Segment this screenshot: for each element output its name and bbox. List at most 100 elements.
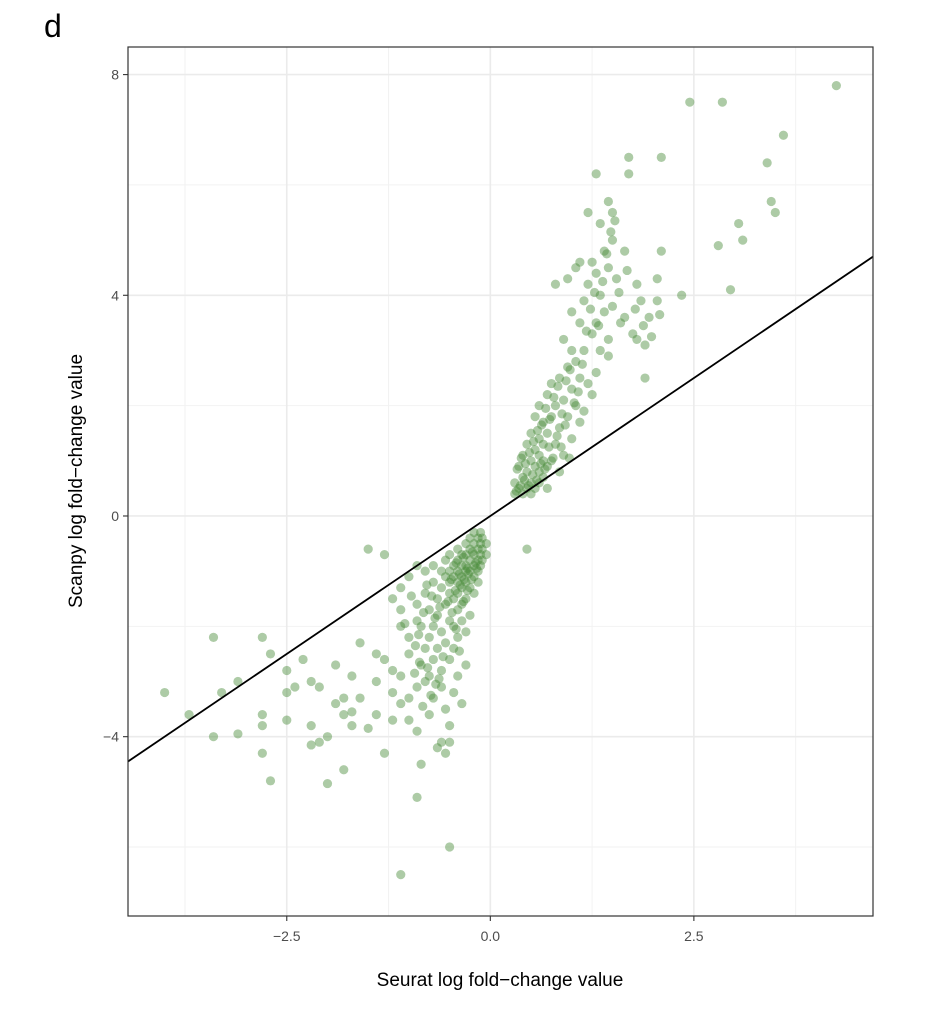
data-point <box>184 710 194 720</box>
data-point <box>257 710 267 720</box>
data-point <box>585 304 596 314</box>
data-point <box>538 439 548 449</box>
data-point <box>587 390 597 400</box>
data-point <box>339 693 349 703</box>
data-point <box>428 654 438 665</box>
data-point <box>457 550 467 560</box>
x-tick-label: 2.5 <box>684 928 704 944</box>
x-axis-ticks: −2.5 0.0 2.5 <box>273 916 704 944</box>
data-point <box>465 533 475 543</box>
data-point <box>537 420 547 430</box>
data-point <box>738 235 748 245</box>
data-point <box>339 710 349 720</box>
data-point <box>461 538 471 549</box>
data-point <box>465 555 475 565</box>
data-point <box>526 428 536 438</box>
data-point <box>477 555 487 565</box>
data-point <box>422 580 432 590</box>
plot-background <box>128 47 873 916</box>
data-point <box>282 665 292 676</box>
data-point <box>453 632 463 642</box>
minor-gridlines <box>128 47 873 916</box>
data-point <box>428 577 438 587</box>
data-point <box>571 401 581 411</box>
data-point <box>379 748 390 758</box>
data-point <box>602 249 612 259</box>
data-point <box>522 467 532 477</box>
data-point <box>406 591 416 601</box>
data-point <box>434 674 444 684</box>
data-point <box>428 561 438 571</box>
data-point <box>475 538 486 549</box>
data-point <box>436 566 447 576</box>
data-point <box>542 461 552 471</box>
data-point <box>532 425 543 436</box>
x-tick-label: −2.5 <box>273 928 301 944</box>
data-point <box>524 447 535 458</box>
data-point <box>208 732 219 742</box>
reference-line <box>128 255 873 763</box>
data-point <box>528 436 539 447</box>
data-point <box>420 588 430 598</box>
data-point <box>632 334 642 345</box>
data-point <box>548 453 558 463</box>
data-point <box>453 671 463 681</box>
data-point <box>656 152 666 162</box>
data-point <box>557 409 567 419</box>
data-point <box>603 196 613 207</box>
data-point <box>471 563 482 574</box>
data-point <box>526 489 536 499</box>
data-point <box>451 624 461 634</box>
data-point <box>306 676 316 687</box>
data-point <box>445 550 455 560</box>
data-point <box>607 235 618 245</box>
data-point <box>445 616 455 626</box>
data-point <box>396 621 406 631</box>
data-point <box>575 318 585 328</box>
data-point <box>290 682 300 692</box>
data-point <box>440 599 451 609</box>
data-point <box>591 318 601 328</box>
data-point <box>526 478 536 488</box>
data-point <box>450 585 460 596</box>
data-point <box>514 461 524 471</box>
data-point <box>396 583 406 593</box>
data-point <box>363 723 373 734</box>
data-point <box>545 414 555 425</box>
data-point <box>607 301 618 311</box>
data-point <box>713 241 723 251</box>
data-point <box>677 290 687 300</box>
data-point <box>469 527 479 538</box>
panel-label: d <box>44 8 62 44</box>
data-point <box>463 569 473 579</box>
data-point <box>512 464 522 474</box>
data-point <box>396 605 406 615</box>
data-point <box>446 574 456 585</box>
data-point <box>518 450 528 460</box>
y-tick-label: 4 <box>111 287 119 303</box>
major-gridlines <box>128 47 873 916</box>
data-point <box>559 334 569 345</box>
data-point <box>530 483 540 493</box>
data-point <box>265 776 276 786</box>
data-point <box>445 654 455 665</box>
data-point <box>475 550 486 560</box>
data-point <box>514 483 524 493</box>
data-point <box>595 218 605 229</box>
data-point <box>603 263 613 273</box>
data-point <box>428 621 438 631</box>
data-point <box>630 304 640 314</box>
data-point <box>445 566 455 576</box>
data-point <box>469 561 479 571</box>
data-point <box>469 588 479 598</box>
data-point <box>473 577 483 587</box>
data-point <box>717 97 727 107</box>
data-point <box>534 450 544 460</box>
data-point <box>453 588 463 598</box>
data-point <box>734 218 744 229</box>
data-point <box>554 467 565 477</box>
data-point <box>424 605 434 615</box>
data-point <box>770 207 780 218</box>
data-point <box>461 660 471 670</box>
